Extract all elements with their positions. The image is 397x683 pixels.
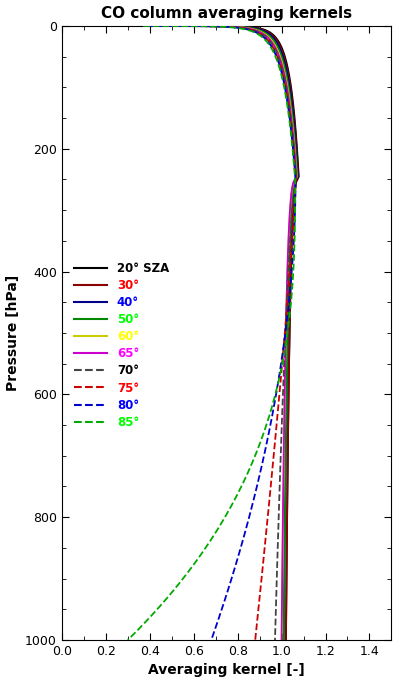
Y-axis label: Pressure [hPa]: Pressure [hPa] xyxy=(6,275,19,391)
Title: CO column averaging kernels: CO column averaging kernels xyxy=(101,5,352,20)
X-axis label: Averaging kernel [-]: Averaging kernel [-] xyxy=(148,663,305,678)
Legend: 20° SZA, 30°, 40°, 50°, 60°, 65°, 70°, 75°, 80°, 85°: 20° SZA, 30°, 40°, 50°, 60°, 65°, 70°, 7… xyxy=(74,262,169,429)
